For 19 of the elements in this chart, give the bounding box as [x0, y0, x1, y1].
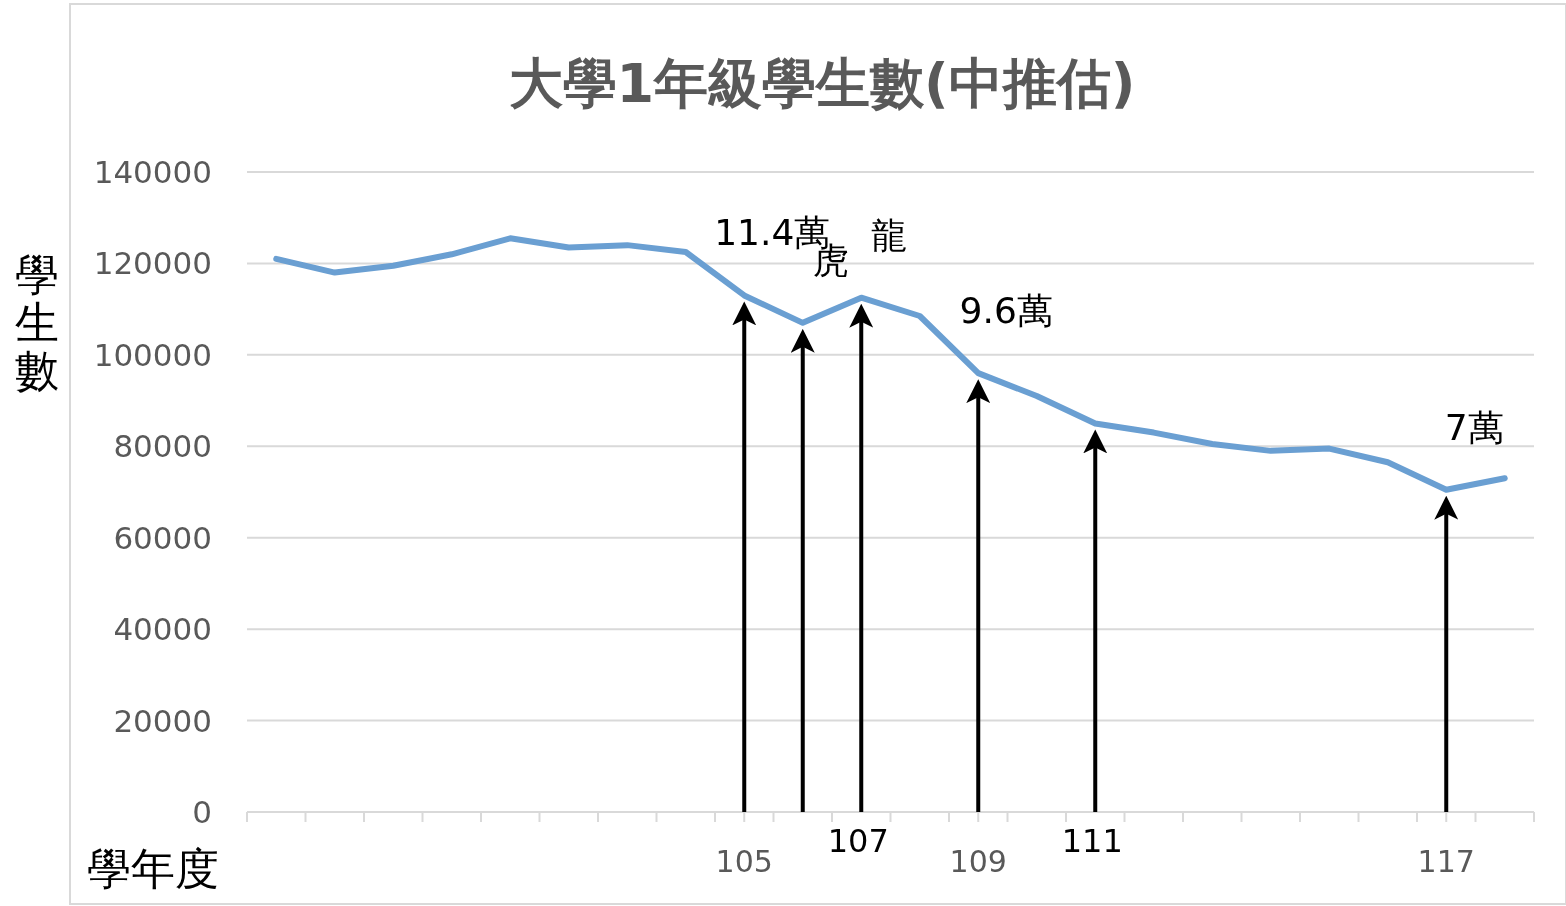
x-tick-label: 105: [715, 844, 773, 879]
y-tick-label: 40000: [113, 611, 212, 648]
x-tick-label: 109: [949, 844, 1007, 879]
y-tick-label: 0: [192, 794, 212, 830]
annotation: 9.6萬: [959, 290, 1053, 332]
y-tick-label: 140000: [93, 154, 212, 190]
annotation: 龍: [871, 214, 908, 256]
ref-line-label: 107: [827, 822, 889, 860]
y-axis-title: 學生數: [15, 249, 59, 396]
annotation: 7萬: [1444, 406, 1504, 448]
y-tick-label: 80000: [113, 428, 212, 465]
y-tick-label: 20000: [113, 702, 212, 739]
x-tick-label: 117: [1417, 844, 1475, 879]
y-tick-label: 60000: [113, 519, 212, 556]
y-tick-label: 100000: [93, 336, 212, 373]
y-tick-label: 120000: [93, 245, 212, 282]
chart-title: 大學1年級學生數(中推估): [508, 52, 1136, 115]
x-axis-title: 學年度: [87, 843, 219, 894]
ref-line-label: 111: [1061, 822, 1123, 860]
